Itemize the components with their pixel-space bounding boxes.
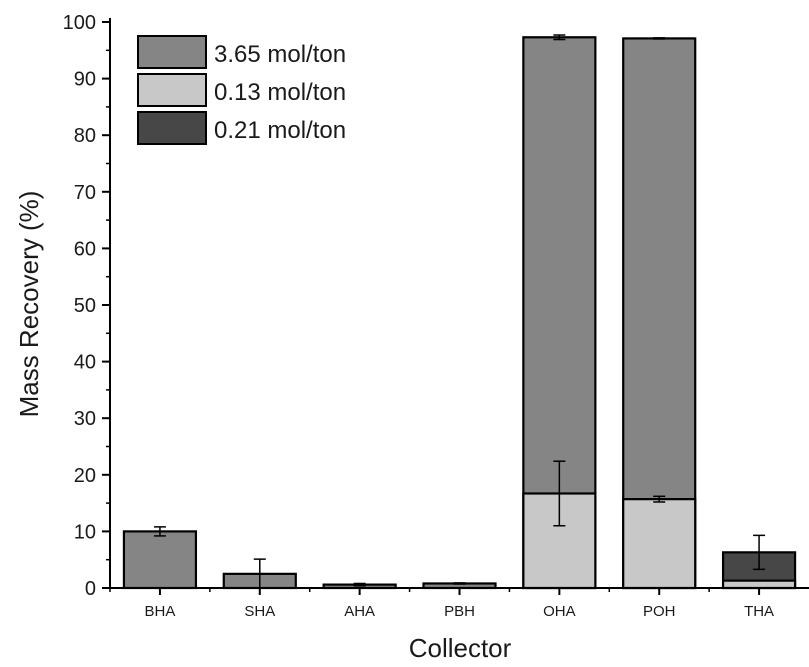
x-tick-label-tha: THA <box>744 603 774 620</box>
x-axis-title: Collector <box>409 633 512 663</box>
x-tick-label-poh: POH <box>643 603 676 620</box>
legend-swatch-2 <box>137 73 207 107</box>
bar-poh-2 <box>622 498 697 590</box>
bar-tha-2 <box>721 579 797 590</box>
legend-label-1: 3.65 mol/ton <box>214 41 346 68</box>
x-tick-label-aha: AHA <box>344 603 375 620</box>
y-tick-label-20: 20 <box>74 465 96 487</box>
y-tick-label-90: 90 <box>74 69 96 91</box>
y-tick-label-80: 80 <box>74 125 96 147</box>
bars-layer <box>122 34 797 590</box>
y-tick-label-70: 70 <box>74 182 96 204</box>
y-tick-label-60: 60 <box>74 238 96 260</box>
x-tick-label-sha: SHA <box>244 603 275 620</box>
y-tick-label-40: 40 <box>74 352 96 374</box>
y-axis-title: Mass Recovery (%) <box>14 191 44 418</box>
y-tick-label-10: 10 <box>74 521 96 543</box>
axes-layer: 0 10 20 30 40 50 60 70 80 90 100 BHA SHA AHA PBH OHA POH… <box>63 12 809 620</box>
bar-bha-1 <box>122 530 198 590</box>
x-tick-label-oha: OHA <box>543 603 576 620</box>
y-tick-label-30: 30 <box>74 408 96 430</box>
x-tick-label-bha: BHA <box>145 603 176 620</box>
y-tick-label-0: 0 <box>85 578 96 600</box>
legend-swatch-3 <box>137 111 207 145</box>
y-tick-label-50: 50 <box>74 295 96 317</box>
x-tick-label-pbh: PBH <box>444 603 475 620</box>
legend-label-2: 0.13 mol/ton <box>214 79 346 106</box>
legend-label-3: 0.21 mol/ton <box>214 117 346 144</box>
y-tick-label-100: 100 <box>63 12 96 34</box>
legend-swatch-1 <box>137 35 207 69</box>
legend: 3.65 mol/ton 0.13 mol/ton 0.21 mol/ton <box>137 35 346 145</box>
